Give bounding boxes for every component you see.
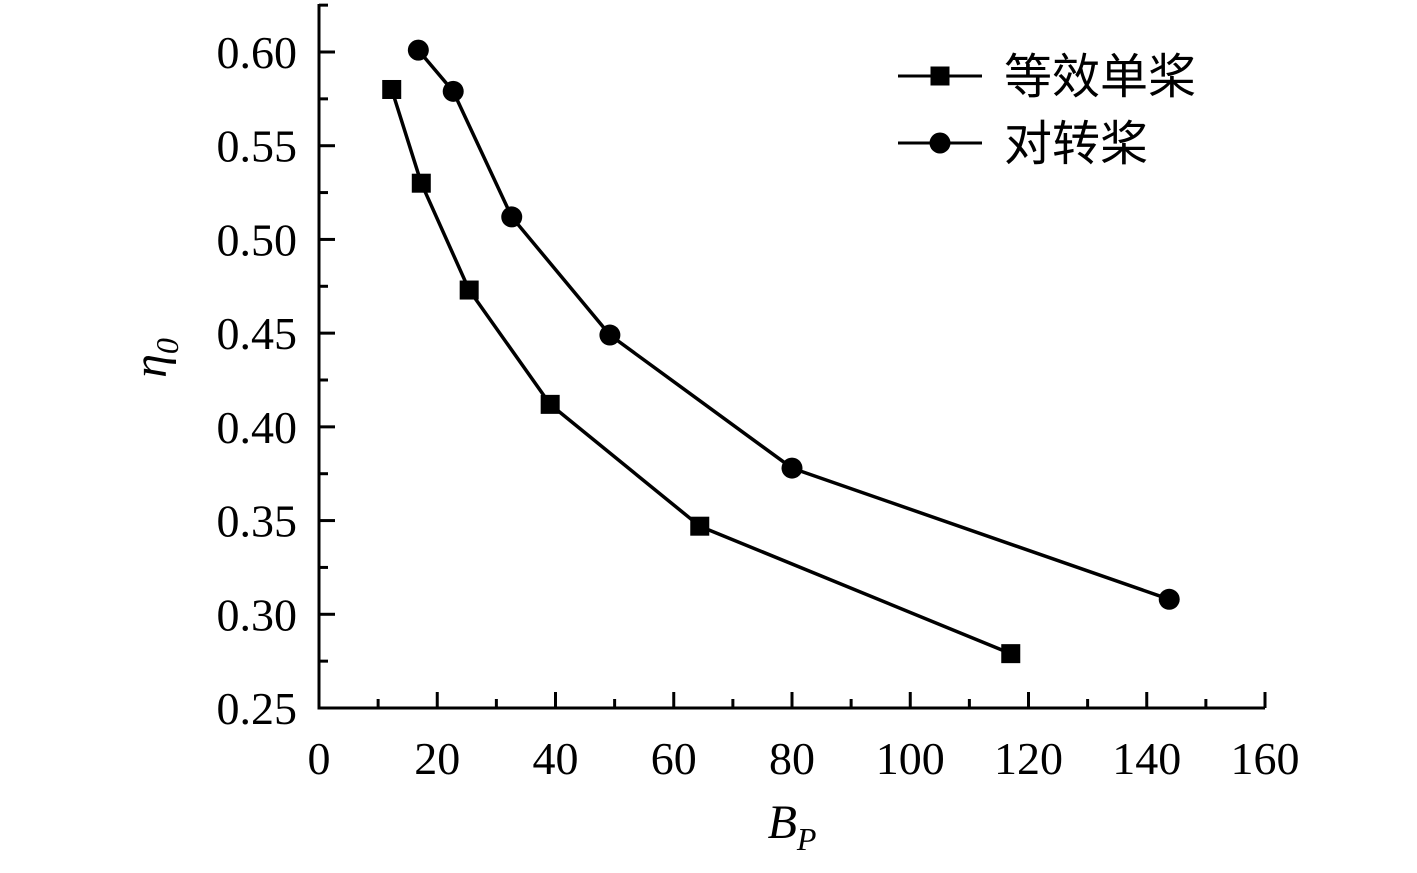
data-point-circle bbox=[407, 39, 429, 61]
data-point-circle bbox=[442, 80, 464, 102]
x-axis-label: BP bbox=[768, 796, 817, 857]
ticks: 0 20 40 60 80 100 120 140 160 0.25 0.30 0.35 0.40 0.4… bbox=[217, 3, 1300, 784]
legend-label-0: 等效单桨 bbox=[1004, 49, 1196, 105]
y-tick-label: 0.25 bbox=[217, 683, 298, 734]
legend-marker-circle bbox=[929, 132, 951, 154]
data-point-circle bbox=[781, 457, 803, 479]
x-tick-label: 40 bbox=[533, 733, 579, 784]
x-tick-label: 20 bbox=[414, 733, 460, 784]
x-tick-label: 160 bbox=[1231, 733, 1300, 784]
data-point-square bbox=[540, 394, 560, 414]
x-tick-label: 0 bbox=[308, 733, 331, 784]
axes bbox=[317, 4, 1265, 710]
x-axis-label-main: B bbox=[768, 796, 797, 849]
y-axis-label-sub: 0 bbox=[149, 338, 185, 354]
series-layer bbox=[382, 39, 1180, 664]
y-tick-label: 0.55 bbox=[217, 121, 298, 172]
data-point-circle bbox=[501, 206, 523, 228]
legend-marker-square bbox=[930, 66, 950, 86]
x-tick-label: 140 bbox=[1112, 733, 1181, 784]
legend-entry-0: 等效单桨 bbox=[898, 49, 1196, 105]
y-axis-label: η0 bbox=[124, 338, 185, 378]
legend: 等效单桨 对转桨 bbox=[898, 49, 1196, 172]
series-line-0 bbox=[390, 88, 1012, 656]
x-tick-label: 100 bbox=[876, 733, 945, 784]
x-tick-label: 60 bbox=[651, 733, 697, 784]
data-point-circle bbox=[599, 324, 621, 346]
data-point-square bbox=[1001, 644, 1021, 664]
y-tick-label: 0.45 bbox=[217, 308, 298, 359]
x-axis-label-sub: P bbox=[796, 821, 817, 857]
data-point-square bbox=[459, 280, 479, 300]
data-point-square bbox=[690, 516, 710, 536]
data-point-square bbox=[382, 79, 402, 99]
y-tick-label: 0.50 bbox=[217, 214, 298, 265]
x-tick-label: 80 bbox=[769, 733, 815, 784]
y-axis-label-main: η bbox=[124, 354, 177, 378]
legend-entry-1: 对转桨 bbox=[898, 116, 1148, 172]
data-point-circle bbox=[1158, 588, 1180, 610]
y-tick-label: 0.60 bbox=[217, 27, 298, 78]
legend-label-1: 对转桨 bbox=[1004, 116, 1148, 172]
x-tick-label: 120 bbox=[994, 733, 1063, 784]
y-tick-label: 0.35 bbox=[217, 496, 298, 547]
y-tick-label: 0.30 bbox=[217, 589, 298, 640]
data-point-square bbox=[411, 173, 431, 193]
y-tick-label: 0.40 bbox=[217, 402, 298, 453]
